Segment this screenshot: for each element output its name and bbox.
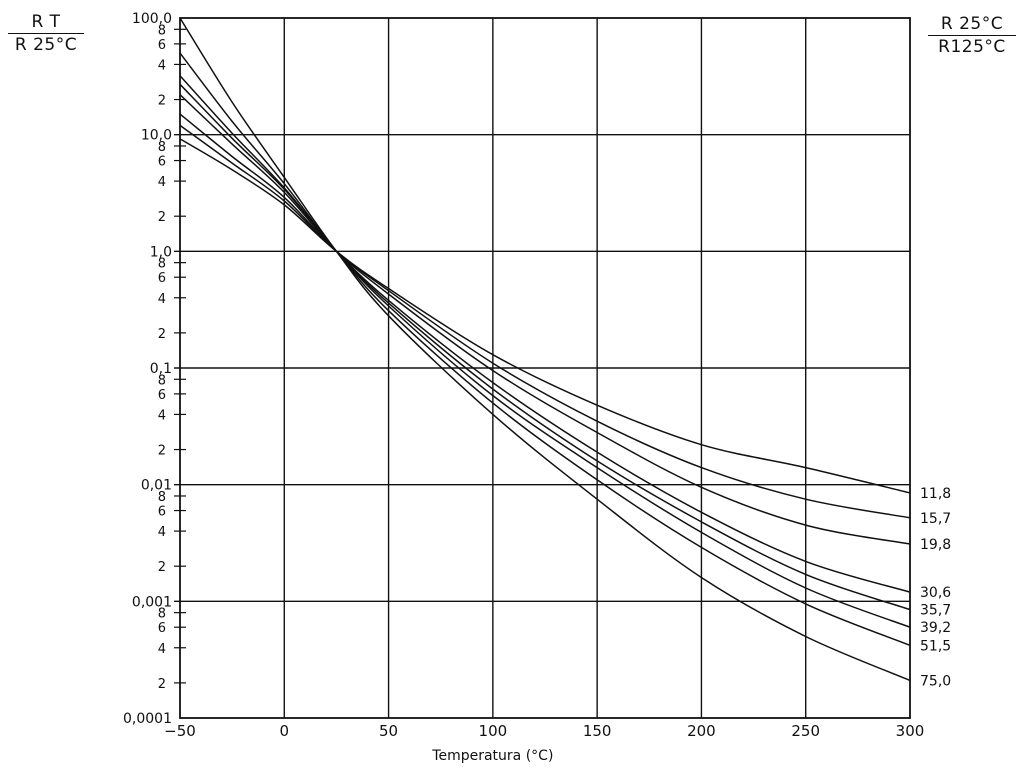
- y-minor-label: 8: [158, 140, 166, 155]
- y-minor-label: 2: [158, 327, 166, 342]
- series-label: 19,8: [920, 537, 951, 553]
- y-minor-label: 4: [158, 525, 166, 540]
- left-axis-title-numerator: R T: [31, 12, 61, 32]
- y-minor-label: 6: [158, 621, 166, 636]
- x-tick-label: 150: [583, 722, 612, 740]
- y-minor-label: 4: [158, 58, 166, 73]
- y-decade-label: 0,1: [150, 361, 172, 377]
- y-minor-label: 6: [158, 38, 166, 53]
- y-minor-ticks: [174, 28, 186, 684]
- y-minor-label: 2: [158, 560, 166, 575]
- y-decade-label: 10,0: [141, 128, 172, 144]
- x-tick-label: 50: [379, 722, 398, 740]
- series-label: 75,0: [920, 673, 951, 689]
- y-minor-label: 2: [158, 94, 166, 109]
- series-label: 39,2: [920, 620, 951, 636]
- right-axis-title-bar: [928, 35, 1016, 36]
- series-curves: [179, 17, 911, 682]
- right-axis-title-numerator: R 25°C: [940, 14, 1004, 34]
- series-curve: [179, 113, 911, 545]
- y-minor-label: 4: [158, 642, 166, 657]
- x-tick-label: 100: [479, 722, 508, 740]
- series-label: 30,6: [920, 585, 951, 601]
- x-tick-label: −50: [164, 722, 196, 740]
- series-curve: [179, 52, 911, 646]
- y-minor-label: 4: [158, 175, 166, 190]
- series-curve: [179, 75, 911, 628]
- y-minor-label: 4: [158, 408, 166, 423]
- y-minor-label: 6: [158, 388, 166, 403]
- x-tick-label: 200: [687, 722, 716, 740]
- series-label: 15,7: [920, 511, 951, 527]
- right-axis-title-denominator: R125°C: [938, 37, 1006, 57]
- series-label: 11,8: [920, 486, 951, 502]
- y-decade-label: 0,0001: [123, 711, 172, 727]
- y-minor-label: 8: [158, 257, 166, 272]
- axis-labels: −50 0 50 100 150 200 250 300 100,0 10,0 1,0 0,1 0,01…: [123, 11, 951, 764]
- y-minor-label: 6: [158, 155, 166, 170]
- y-minor-label: 4: [158, 292, 166, 307]
- y-decade-label: 100,0: [132, 11, 172, 27]
- y-minor-label: 8: [158, 490, 166, 505]
- series-curve: [179, 138, 911, 494]
- series-curve: [179, 17, 911, 682]
- series-curve: [179, 124, 911, 519]
- y-minor-label: 8: [158, 373, 166, 388]
- right-axis-title: R 25°C R125°C: [928, 14, 1016, 57]
- x-tick-label: 0: [280, 722, 290, 740]
- y-minor-label: 2: [158, 210, 166, 225]
- y-minor-label: 8: [158, 23, 166, 38]
- left-axis-title-bar: [8, 33, 84, 34]
- left-axis-title: R T R 25°C: [8, 12, 84, 55]
- x-tick-label: 300: [896, 722, 925, 740]
- y-decade-label: 0,01: [141, 478, 172, 494]
- y-minor-label: 6: [158, 271, 166, 286]
- y-minor-label: 2: [158, 677, 166, 692]
- y-minor-label: 8: [158, 607, 166, 622]
- x-axis-title: Temperatura (°C): [431, 748, 553, 764]
- y-decade-label: 1,0: [150, 244, 172, 260]
- x-tick-label: 250: [791, 722, 820, 740]
- y-minor-label: 6: [158, 505, 166, 520]
- grid: [174, 17, 911, 719]
- series-curve: [179, 83, 911, 611]
- y-minor-label: 2: [158, 444, 166, 459]
- left-axis-title-denominator: R 25°C: [14, 35, 78, 55]
- series-label: 35,7: [920, 603, 951, 619]
- series-label: 51,5: [920, 638, 951, 654]
- series-curve: [179, 94, 911, 593]
- y-decade-label: 0,001: [132, 594, 172, 610]
